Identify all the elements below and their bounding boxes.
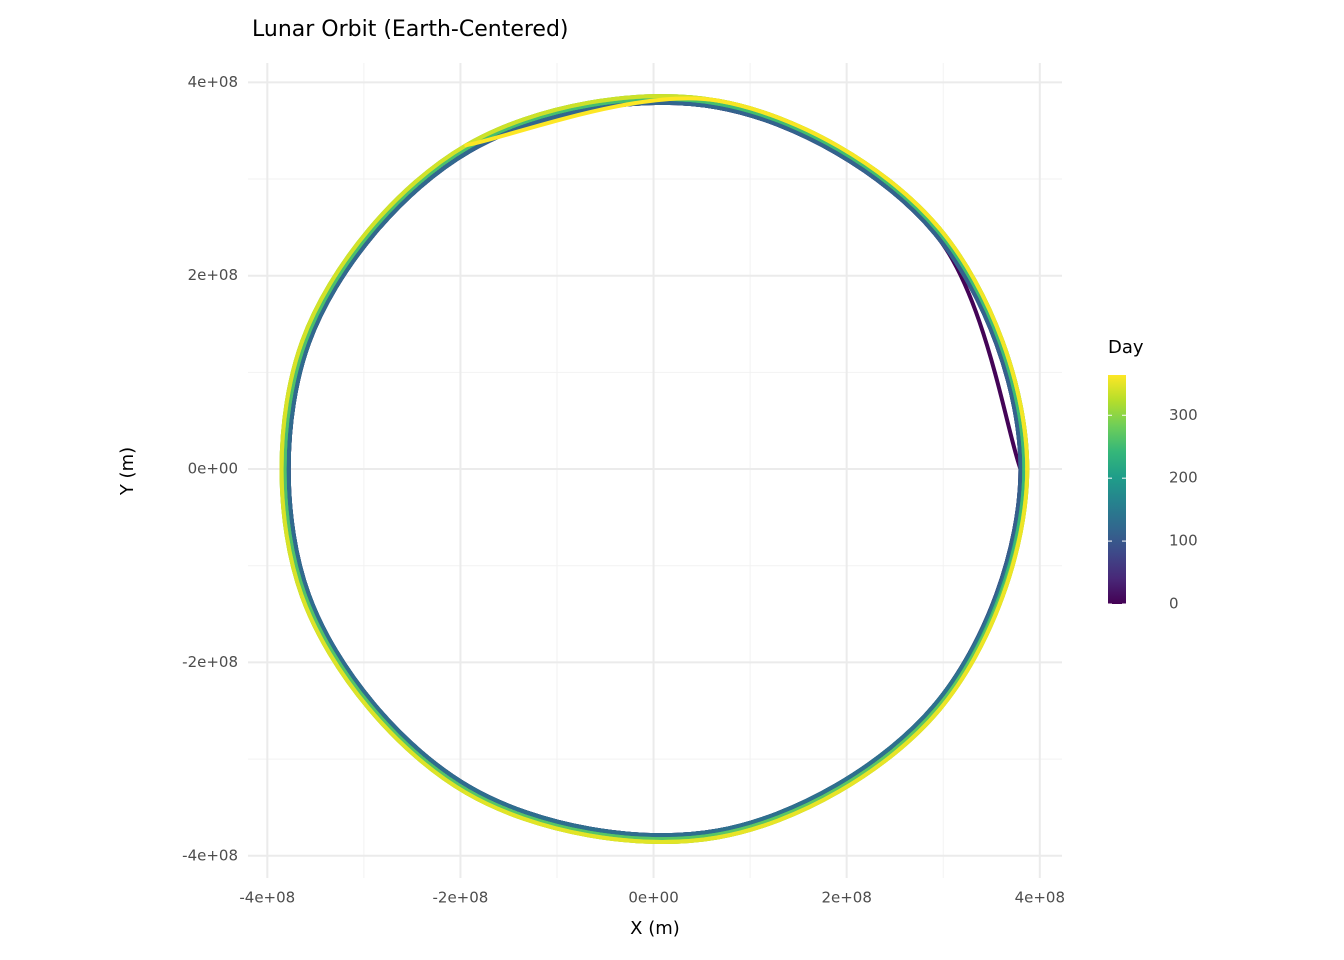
legend-title: Day	[1108, 337, 1144, 358]
orbit-segment	[716, 707, 942, 840]
orbit-segment	[937, 467, 1030, 712]
orbit-segment	[716, 705, 940, 837]
orbit-segment	[306, 592, 473, 790]
y-tick-label: -2e+08	[182, 653, 238, 671]
orbit-segment	[468, 785, 720, 838]
y-tick-label: -4e+08	[182, 846, 238, 864]
grid: -4e+08 -2e+08 0e+00 2e+08 4e+08 -4e+08 -2e+08 0…	[182, 63, 1065, 907]
x-tick-label: 2e+08	[821, 889, 871, 907]
orbit-segment	[937, 226, 1030, 472]
orbit-segment	[464, 790, 721, 844]
orbit-segment	[306, 148, 473, 346]
orbit-segment	[306, 148, 473, 346]
orbit-segment	[932, 467, 1027, 707]
orbit-segment	[300, 594, 469, 795]
y-tick-label: 0e+00	[188, 460, 238, 478]
colorbar-label: 300	[1169, 406, 1198, 424]
orbit-segment	[300, 594, 469, 795]
orbit-segment	[716, 98, 942, 231]
orbit-segment	[282, 340, 307, 598]
orbit-segment	[935, 467, 1027, 710]
x-tick-label: -4e+08	[239, 889, 295, 907]
orbit-segment	[937, 467, 1030, 712]
x-tick-label: -2e+08	[433, 889, 489, 907]
orbit-segment	[302, 145, 471, 345]
orbit-segment	[716, 101, 940, 233]
orbit-segment	[286, 341, 311, 597]
orbit-segment	[716, 98, 942, 231]
orbit-segment	[306, 148, 473, 346]
orbit-segment	[306, 148, 473, 346]
y-tick-label: 2e+08	[188, 266, 238, 284]
orbit-segment	[300, 143, 469, 344]
orbit-segment	[932, 231, 1023, 472]
orbit-segment	[715, 702, 937, 833]
orbit-segment	[935, 467, 1030, 710]
orbit-segment	[716, 98, 942, 231]
orbit-segment	[935, 228, 1027, 472]
orbit-segment	[716, 101, 940, 233]
orbit-segment	[716, 101, 940, 233]
orbit-segment	[306, 148, 473, 346]
orbit-segment	[306, 592, 473, 790]
orbit-segment	[935, 467, 1027, 710]
orbit-segment	[716, 707, 942, 840]
x-tick-label: 4e+08	[1015, 889, 1065, 907]
colorbar-label: 100	[1169, 532, 1198, 550]
orbit-segment	[716, 101, 940, 233]
legend: 0 100 200 300	[1108, 375, 1198, 613]
orbit-segment	[937, 226, 1030, 472]
x-axis-label: X (m)	[630, 918, 680, 939]
orbit-segment	[302, 145, 471, 345]
orbit-segment	[464, 96, 721, 148]
orbit-segment	[466, 788, 721, 842]
orbit-segment	[306, 592, 473, 790]
orbit-segment	[937, 226, 1030, 472]
orbit-segment	[302, 593, 471, 793]
orbit-segment	[306, 592, 473, 790]
orbit-segment	[716, 705, 940, 837]
orbit-segment	[935, 467, 1027, 710]
orbit-segment	[937, 467, 1030, 712]
orbit-segment	[300, 594, 469, 795]
orbit-segment	[716, 707, 942, 840]
orbit-segment	[300, 143, 469, 344]
marks	[279, 94, 1030, 844]
orbit-segment	[715, 105, 937, 236]
orbit-segment	[302, 593, 471, 793]
orbit-segment	[716, 705, 940, 837]
colorbar	[1108, 375, 1126, 604]
y-tick-label: 4e+08	[188, 73, 238, 91]
orbit-segment	[302, 145, 471, 345]
orbit-segment	[466, 96, 721, 150]
orbit-segment	[935, 467, 1027, 710]
orbit-segment	[302, 593, 471, 793]
orbit-segment	[302, 145, 471, 345]
x-tick-label: 0e+00	[628, 889, 678, 907]
orbit-segment	[279, 339, 305, 599]
orbit-segment	[937, 226, 1030, 472]
colorbar-label: 0	[1169, 595, 1179, 613]
orbit-segment	[302, 593, 471, 793]
orbit-segment	[302, 593, 471, 793]
orbit-segment	[302, 145, 471, 345]
y-axis-label: Y (m)	[117, 447, 138, 496]
colorbar-label: 200	[1169, 469, 1198, 487]
orbit-segment	[300, 143, 469, 344]
orbit-segment	[716, 705, 940, 837]
chart-title: Lunar Orbit (Earth-Centered)	[252, 17, 569, 42]
orbit-segment	[716, 705, 940, 837]
orbit-segment	[306, 592, 473, 790]
orbit-segment	[716, 101, 940, 233]
orbit-segment	[716, 98, 942, 231]
